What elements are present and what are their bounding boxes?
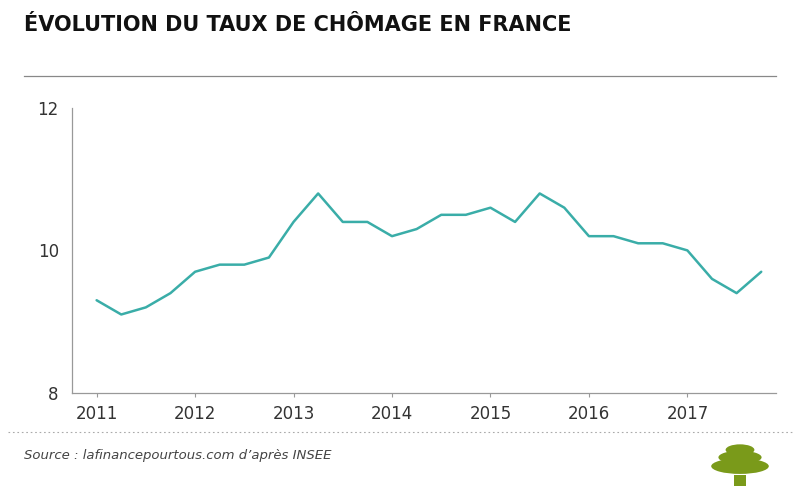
Text: ÉVOLUTION DU TAUX DE CHÔMAGE EN FRANCE: ÉVOLUTION DU TAUX DE CHÔMAGE EN FRANCE <box>24 15 571 35</box>
Ellipse shape <box>726 444 754 455</box>
Ellipse shape <box>718 451 762 464</box>
Ellipse shape <box>711 459 769 474</box>
FancyBboxPatch shape <box>734 475 746 486</box>
Text: Source : lafinancepourtous.com d’après INSEE: Source : lafinancepourtous.com d’après I… <box>24 449 331 462</box>
